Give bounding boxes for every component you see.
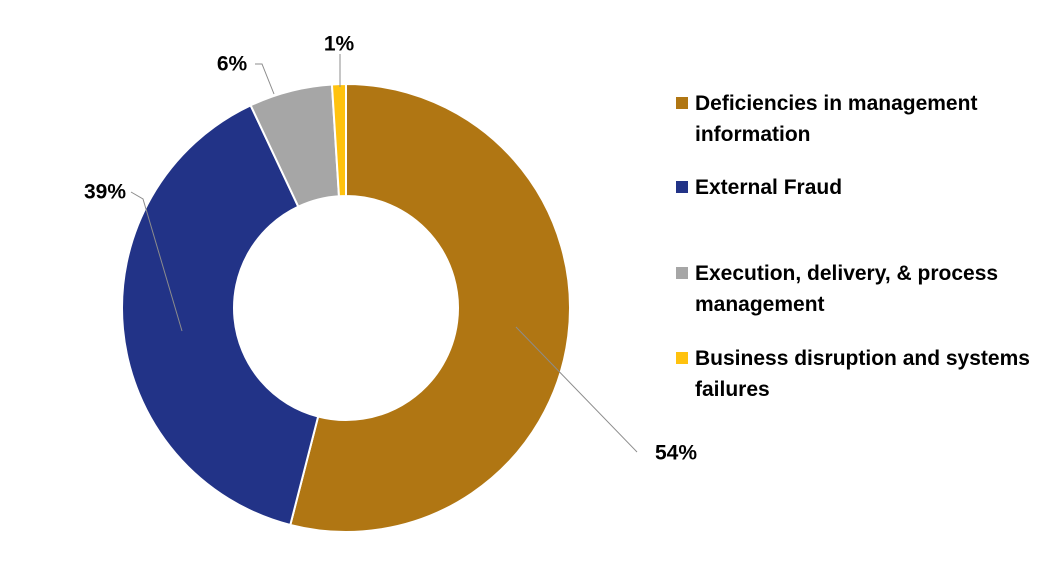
legend-label: Business disruption and systems failures: [695, 347, 1030, 401]
data-label-deficiencies: 54%: [655, 442, 697, 465]
leader-line-deficiencies: [515, 326, 638, 453]
slice-business-disruption: [330, 82, 347, 198]
legend-item-business-disruption: Business disruption and systems failures: [676, 343, 1056, 405]
data-label-execution: 6%: [217, 53, 248, 76]
legend-swatch: [676, 267, 688, 279]
legend-swatch: [676, 97, 688, 109]
legend-label: External Fraud: [695, 176, 843, 199]
legend-label: Execution, delivery, & process managemen…: [695, 262, 999, 316]
leader-line-external-fraud: [130, 191, 183, 332]
legend-item-deficiencies: Deficiencies in management information: [676, 88, 1056, 150]
leader-line-execution: [255, 63, 275, 95]
slice-external-fraud: [121, 103, 320, 527]
data-label-business-disruption: 1%: [324, 33, 355, 56]
legend-swatch: [676, 352, 688, 364]
slice-deficiencies: [289, 82, 571, 533]
legend-swatch: [676, 181, 688, 193]
legend-label: Deficiencies in management information: [695, 92, 978, 146]
legend-item-external-fraud: External Fraud: [676, 172, 1056, 203]
legend-item-execution: Execution, delivery, & process managemen…: [676, 258, 1056, 320]
data-label-external-fraud: 39%: [84, 181, 126, 204]
